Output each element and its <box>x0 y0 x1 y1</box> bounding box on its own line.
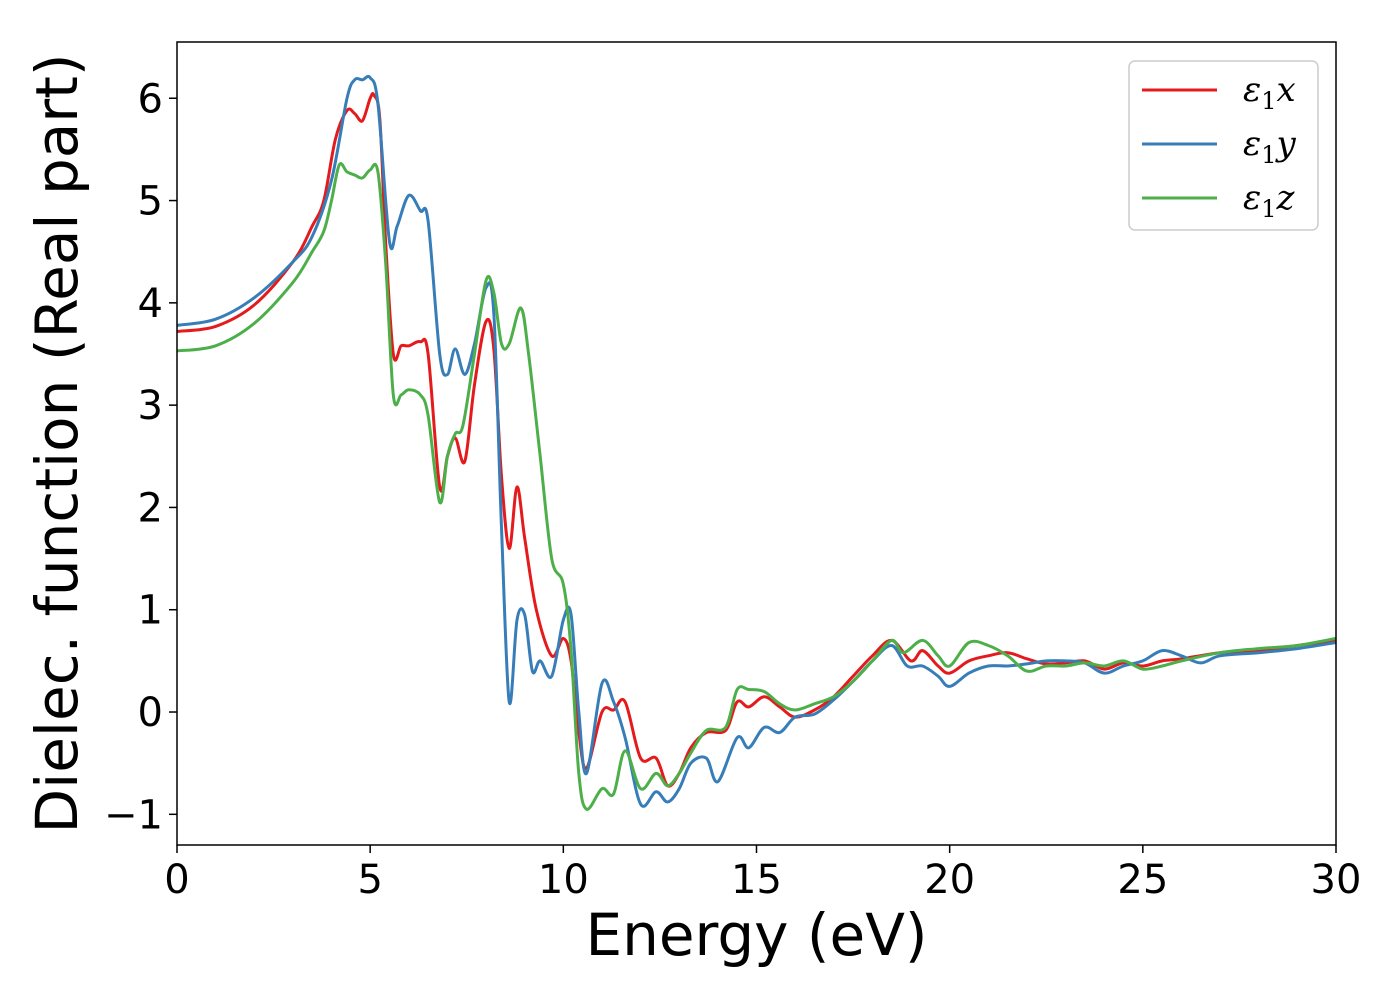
y-tick-label: 4 <box>138 281 163 327</box>
x-tick-label: 0 <box>164 857 189 903</box>
y-tick-label: 6 <box>138 76 163 122</box>
series-line-2 <box>177 74 1336 808</box>
x-tick-label: 5 <box>357 857 382 903</box>
legend-label: ε1z <box>1243 178 1296 223</box>
series-line-3 <box>177 162 1336 811</box>
legend-label: ε1x <box>1243 70 1296 115</box>
y-tick-label: −1 <box>104 792 163 838</box>
x-tick-label: 30 <box>1311 857 1362 903</box>
x-axis-title: Energy (eV) <box>585 901 927 969</box>
series-line-1 <box>177 92 1336 788</box>
series-layer <box>177 74 1336 811</box>
legend-label: ε1y <box>1243 124 1297 169</box>
x-tick-label: 20 <box>924 857 975 903</box>
legend: ε1x ε1y ε1z <box>1128 60 1319 231</box>
y-tick-label: 5 <box>138 179 163 225</box>
y-tick-label: 0 <box>138 690 163 736</box>
x-tick-label: 10 <box>538 857 589 903</box>
y-axis-title: Dielec. function (Real part) <box>23 53 91 833</box>
y-tick-label: 3 <box>138 383 163 429</box>
y-tick-label: 1 <box>138 588 163 634</box>
legend-box <box>1128 60 1319 231</box>
x-tick-label: 15 <box>731 857 782 903</box>
y-tick-label: 2 <box>138 485 163 531</box>
x-tick-label: 25 <box>1117 857 1168 903</box>
x-axis: 0 5 10 15 20 25 30 <box>164 845 1361 903</box>
y-axis: −1 0 1 2 3 4 5 6 <box>104 76 177 838</box>
